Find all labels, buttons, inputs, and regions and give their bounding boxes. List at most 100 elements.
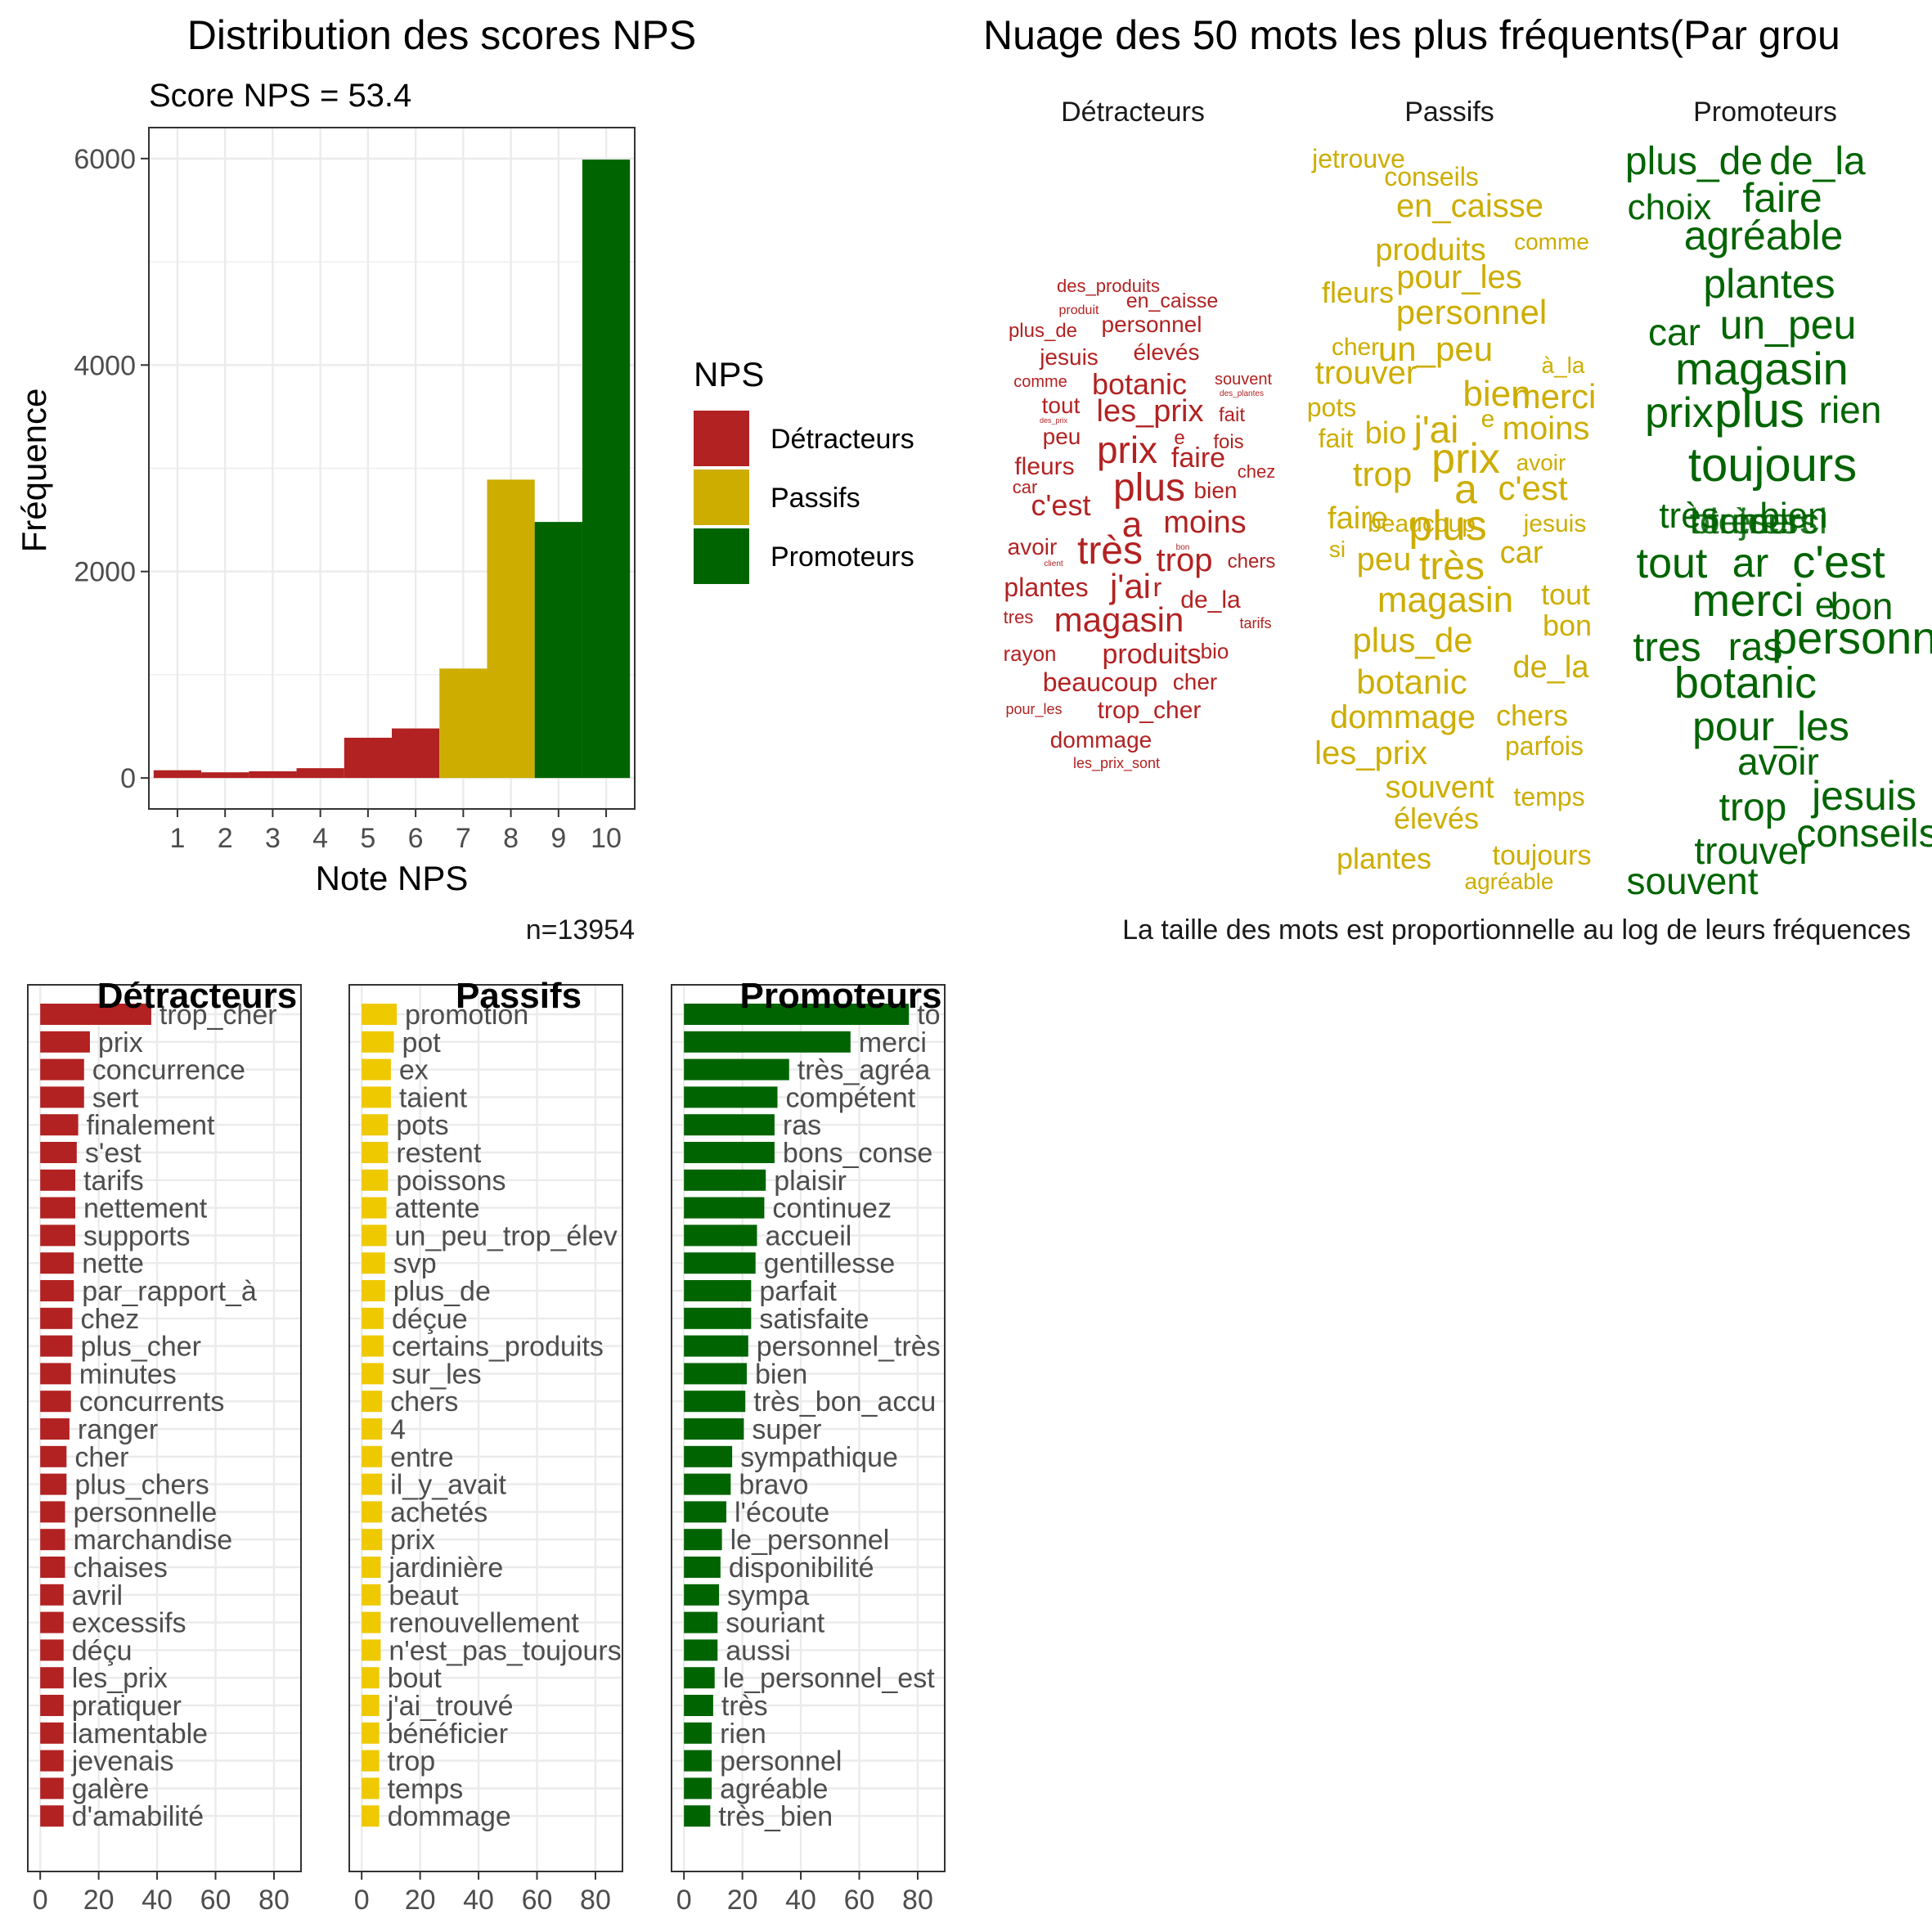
word-cloud-word: faire bbox=[1742, 175, 1822, 221]
word-cloud-word: peu bbox=[1357, 541, 1412, 577]
word-bar bbox=[362, 1280, 385, 1301]
word-bar-label: merci bbox=[859, 1027, 927, 1058]
histogram-y-ticks: 0 2000 4000 6000 bbox=[74, 144, 149, 794]
word-cloud-word: avoir bbox=[1008, 534, 1058, 559]
histogram-bar bbox=[344, 737, 392, 779]
histogram-bar bbox=[249, 771, 297, 779]
word-bar-label: accueil bbox=[765, 1220, 851, 1251]
word-cloud-word: pots bbox=[1307, 393, 1356, 422]
top-words-bar-charts: trop_cherprixconcurrencesertfinalements'… bbox=[27, 976, 986, 1916]
word-cloud-overlap-word: tres bbox=[1738, 501, 1798, 541]
x-tick-label: 80 bbox=[902, 1885, 933, 1916]
x-tick-label: 0 bbox=[354, 1885, 370, 1916]
histogram-legend: NPS Détracteurs Passifs Promoteurs bbox=[694, 355, 914, 584]
word-cloud-word: en_caisse bbox=[1126, 290, 1219, 312]
word-cloud-word: moins bbox=[1503, 411, 1590, 447]
word-cloud-word: botanic bbox=[1674, 658, 1817, 708]
word-bar bbox=[40, 1086, 84, 1108]
bar-chart-title: Passifs bbox=[456, 976, 582, 1016]
word-bar-label: ras bbox=[783, 1110, 821, 1141]
word-bar bbox=[40, 1031, 90, 1053]
word-bar-label: plus_cher bbox=[80, 1332, 200, 1363]
x-tick-label: 80 bbox=[580, 1885, 611, 1916]
word-cloud-word: chez bbox=[1238, 461, 1275, 482]
word-cloud-word: plus_de bbox=[1352, 621, 1472, 659]
word-bar-label: plaisir bbox=[774, 1166, 847, 1197]
word-cloud-word: botanic bbox=[1356, 663, 1467, 701]
word-cloud-word: jesuis bbox=[1523, 510, 1587, 537]
word-bar bbox=[684, 1114, 775, 1136]
word-bar-label: s'est bbox=[85, 1138, 142, 1169]
word-bar-label: personnelle bbox=[74, 1497, 218, 1528]
histogram-bar bbox=[392, 728, 440, 779]
legend-label: Détracteurs bbox=[771, 424, 914, 455]
word-cloud-word: magasin bbox=[1675, 343, 1849, 394]
word-bar bbox=[40, 1363, 71, 1385]
word-cloud-word: tarifs bbox=[1239, 615, 1271, 631]
word-cloud-word: de_la bbox=[1513, 650, 1590, 685]
word-cloud-word: c'est bbox=[1498, 469, 1567, 507]
word-bar-label: agréable bbox=[720, 1773, 828, 1804]
word-cloud-word: des_produits bbox=[1057, 276, 1160, 296]
word-cloud-overlap-word: toujours bbox=[1690, 501, 1818, 541]
word-bar bbox=[40, 1114, 79, 1136]
word-bar bbox=[40, 1557, 65, 1578]
word-cloud-word: bien bbox=[1759, 496, 1827, 536]
word-bar-label: très_agréa bbox=[798, 1055, 931, 1086]
word-cloud-word: plus bbox=[1409, 502, 1486, 550]
word-cloud-word: merci bbox=[1692, 574, 1804, 626]
word-cloud-word: beaucoup bbox=[1368, 510, 1476, 537]
word-cloud-word: produits bbox=[1103, 639, 1202, 670]
x-tick-label: 0 bbox=[676, 1885, 692, 1916]
word-cloud-word: ar bbox=[1732, 540, 1768, 586]
word-cloud-word: magasin bbox=[1377, 580, 1513, 620]
word-cloud-word: j'ai bbox=[1413, 408, 1459, 451]
word-cloud-word: a bbox=[1122, 505, 1143, 545]
word-bar-label: minutes bbox=[79, 1359, 177, 1390]
word-bar bbox=[362, 1418, 383, 1440]
word-bar-label: l'écoute bbox=[735, 1497, 829, 1528]
word-bar bbox=[40, 1224, 76, 1247]
word-cloud-word: bon bbox=[1543, 609, 1592, 642]
word-bar-label: prix bbox=[390, 1525, 435, 1556]
word-bar-label: certains_produits bbox=[392, 1332, 604, 1363]
histogram-bar bbox=[487, 479, 535, 779]
word-bar bbox=[684, 1031, 851, 1053]
word-bar-label: concurrence bbox=[92, 1055, 245, 1086]
word-bar-label: avril bbox=[72, 1580, 123, 1611]
word-bar-label: prix bbox=[98, 1027, 143, 1058]
x-tick-label: 20 bbox=[727, 1885, 758, 1916]
word-cloud-word: c'est bbox=[1792, 536, 1885, 587]
bar-chart-promoteurs: tomercitrès_agréacompétentrasbons_consep… bbox=[671, 976, 986, 1916]
word-bar-label: très bbox=[721, 1691, 768, 1722]
word-cloud-word: toujours bbox=[1493, 840, 1592, 871]
word-bar-label: parfait bbox=[759, 1276, 837, 1307]
x-tick-label: 40 bbox=[463, 1885, 494, 1916]
word-bar bbox=[40, 1335, 73, 1357]
word-cloud-word: fleurs bbox=[1322, 276, 1394, 309]
x-tick-label: 2 bbox=[218, 823, 233, 854]
word-bar bbox=[362, 1224, 387, 1247]
word-bar bbox=[684, 1557, 721, 1578]
word-bar bbox=[362, 1031, 394, 1053]
word-bar bbox=[362, 1197, 387, 1219]
word-cloud-word: produit bbox=[1059, 303, 1099, 317]
word-bar bbox=[40, 1722, 64, 1744]
word-bar bbox=[684, 1197, 765, 1219]
legend-key bbox=[694, 528, 749, 584]
word-bar bbox=[684, 1639, 718, 1661]
word-cloud-word: très bbox=[1077, 529, 1143, 573]
legend-title: NPS bbox=[694, 355, 764, 393]
word-bar bbox=[362, 1805, 380, 1827]
word-bar-label: 4 bbox=[390, 1414, 406, 1445]
word-bar bbox=[40, 1142, 77, 1163]
word-cloud-word: car bbox=[1500, 536, 1543, 570]
word-bar-label: compétent bbox=[785, 1082, 915, 1113]
x-tick-label: 3 bbox=[265, 823, 281, 854]
word-bar-label: par_rapport_à bbox=[82, 1276, 257, 1307]
bar-chart-passifs: promotionpotextaientpotsrestentpoissonsa… bbox=[348, 976, 664, 1916]
word-cloud-word: jetrouve bbox=[1311, 144, 1405, 173]
bar-chart-border bbox=[671, 984, 946, 1872]
word-bar-label: bout bbox=[388, 1663, 443, 1694]
